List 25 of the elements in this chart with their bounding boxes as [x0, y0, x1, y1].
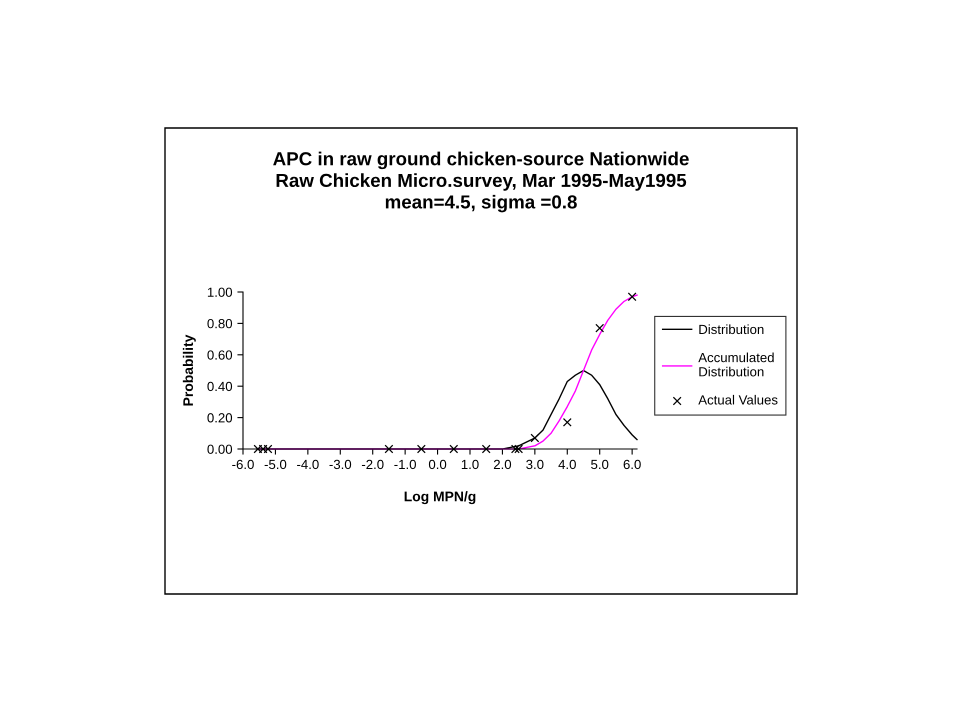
legend-label: Distribution [699, 324, 764, 334]
x-tick-label: 3.0 [526, 460, 544, 470]
x-tick-label: -3.0 [330, 460, 352, 470]
chart-title: APC in raw ground chicken-source Nationwide Raw Chicken Micro.survey, Mar 1995-May1995 mean=4.5, sigma =0.8 [273, 152, 689, 212]
x-tick-label: 6.0 [624, 460, 641, 470]
legend-label: Accumulated Distribution [698, 352, 774, 376]
x-tick-label: -2.0 [362, 460, 384, 470]
x-tick-label: 2.0 [494, 460, 512, 470]
x-tick-label: 5.0 [591, 460, 608, 470]
x-tick-label: 1.0 [462, 460, 479, 470]
y-axis-title: Probability [182, 334, 196, 406]
x-tick-label: -4.0 [297, 460, 319, 470]
x-axis-title: Log MPN/g [404, 491, 476, 504]
x-tick-label: 4.0 [558, 460, 576, 470]
y-tick-label: 0.60 [207, 350, 232, 360]
y-tick-label: 0.00 [207, 444, 232, 454]
y-tick-label: 0.80 [207, 318, 232, 328]
x-tick-label: -5.0 [264, 460, 286, 470]
y-tick-label: 0.40 [207, 382, 232, 392]
y-tick-label: 0.20 [207, 413, 232, 423]
x-tick-label: -6.0 [232, 460, 254, 470]
legend-label: Actual Values [698, 394, 778, 405]
x-tick-label: 0.0 [428, 460, 446, 470]
x-tick-label: -1.0 [394, 460, 416, 470]
y-tick-label: 1.00 [208, 288, 232, 297]
